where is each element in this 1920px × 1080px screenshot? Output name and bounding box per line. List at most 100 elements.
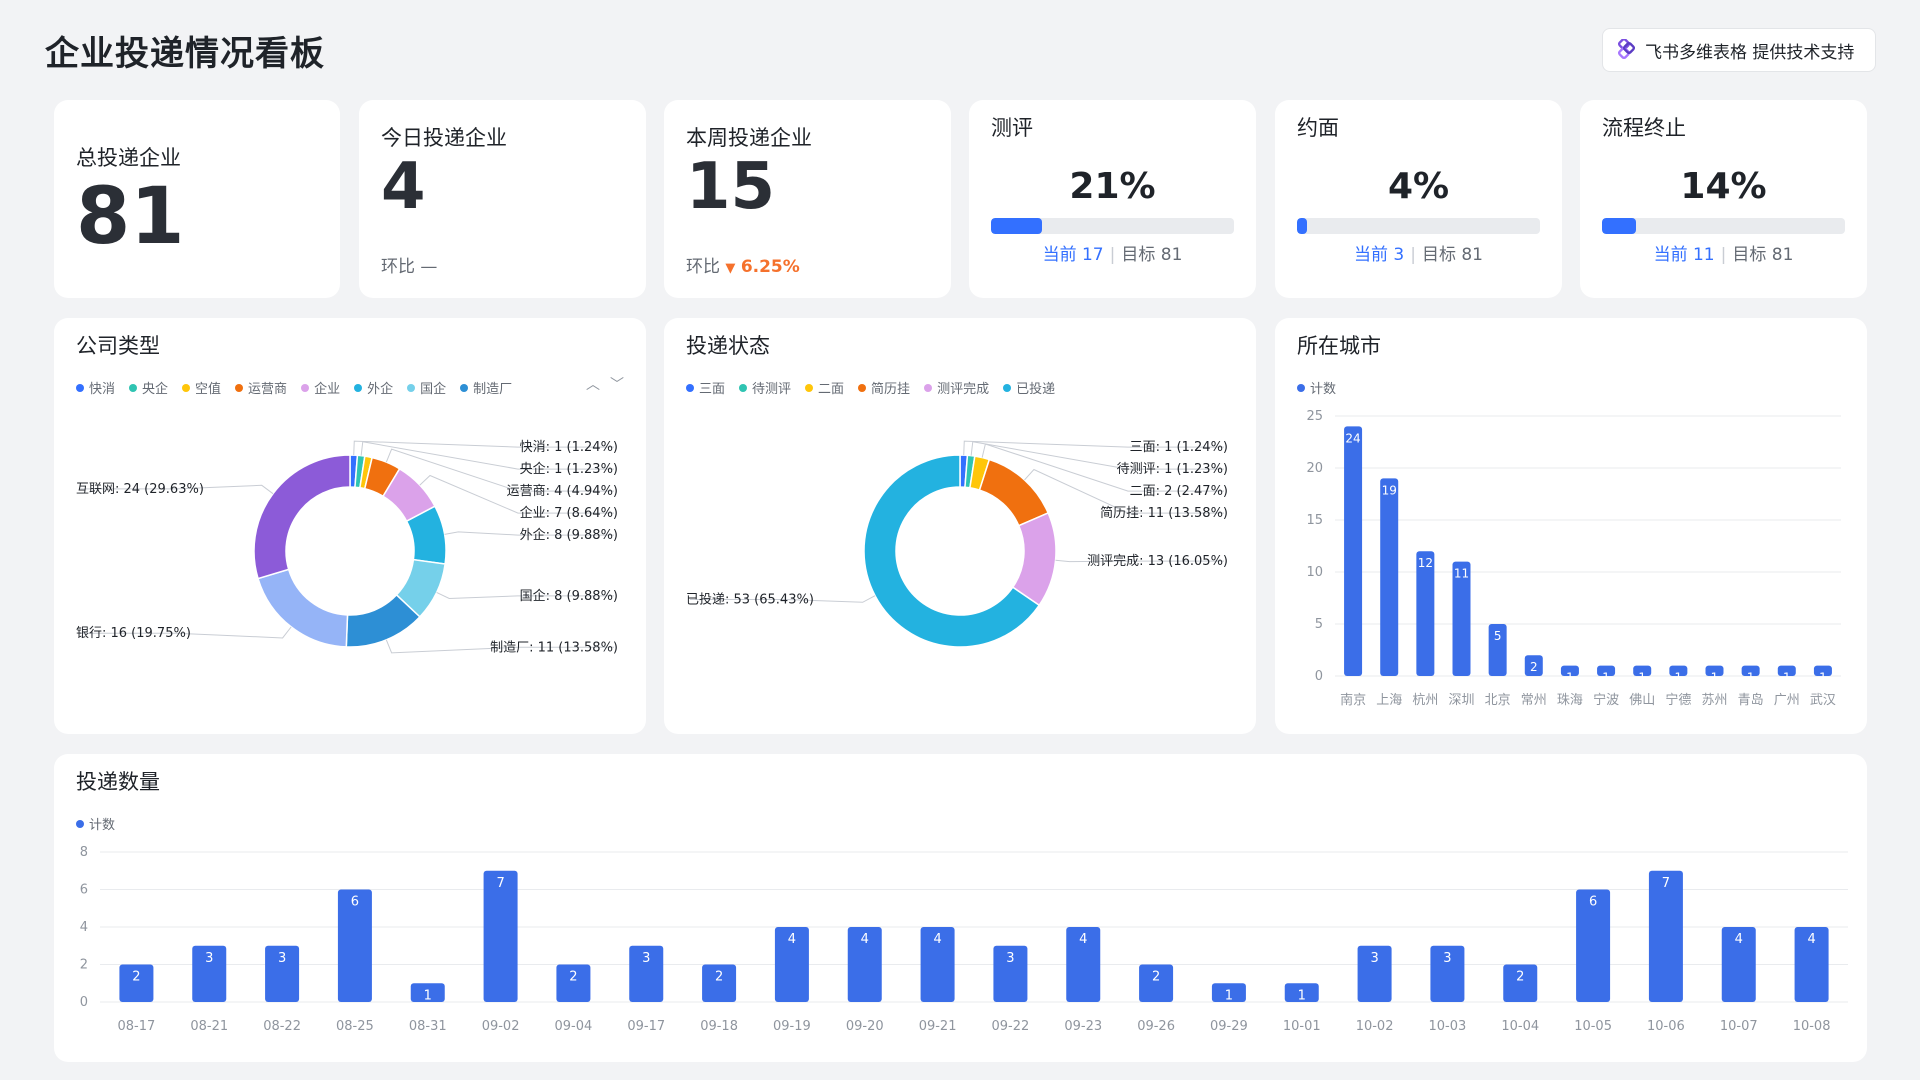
x-tick-label: 北京 xyxy=(1485,693,1511,708)
legend-label: 二面 xyxy=(818,382,845,397)
progress-fill xyxy=(991,218,1043,234)
pie-slice[interactable] xyxy=(257,568,349,648)
bar[interactable] xyxy=(1452,561,1471,676)
progress-card-eval: 测评 21% 当前 17 | 目标 81 xyxy=(969,100,1256,298)
bar[interactable] xyxy=(337,889,372,1003)
bar[interactable] xyxy=(847,927,882,1002)
x-tick-label: 08-25 xyxy=(336,1019,374,1034)
pie-slice[interactable] xyxy=(978,458,1050,527)
bar[interactable] xyxy=(993,945,1028,1002)
x-tick-label: 08-17 xyxy=(118,1019,156,1034)
legend-item[interactable]: 计数 xyxy=(1297,378,1336,397)
progress-bar xyxy=(991,218,1234,234)
legend-label: 空值 xyxy=(195,382,222,397)
bar[interactable] xyxy=(1721,927,1756,1002)
progress-current: 当前 3 xyxy=(1353,245,1405,265)
progress-title: 流程终止 xyxy=(1602,116,1686,140)
bar[interactable] xyxy=(1524,655,1543,676)
pie-data-label: 二面: 2 (2.47%) xyxy=(1130,484,1228,499)
bar[interactable] xyxy=(265,945,300,1002)
legend-item[interactable]: 简历挂 xyxy=(858,378,910,397)
company-type-card: 公司类型 快消 央企 空值 运营商 企业 外企 国企 制造厂 ︿ ﹀ 快消: 1 (1.24%… xyxy=(54,318,646,734)
bar[interactable] xyxy=(1380,478,1399,676)
bar-value-label: 5 xyxy=(1494,629,1502,643)
bar[interactable] xyxy=(1488,624,1507,676)
pie-leader-line xyxy=(385,448,614,492)
legend-item[interactable]: 企业 xyxy=(301,378,340,397)
bar-value-label: 3 xyxy=(205,951,213,966)
bar[interactable] xyxy=(119,964,154,1003)
legend-label: 已投递 xyxy=(1016,382,1056,397)
bar[interactable] xyxy=(1357,945,1392,1002)
legend-item[interactable]: 计数 xyxy=(76,814,115,833)
x-tick-label: 武汉 xyxy=(1810,693,1836,708)
chevron-up-icon[interactable]: ︿ xyxy=(586,377,600,393)
legend-pager[interactable]: ︿ ﹀ xyxy=(586,374,624,394)
legend-item[interactable]: 运营商 xyxy=(235,378,287,397)
bar-value-label: 6 xyxy=(1589,895,1597,910)
bar[interactable] xyxy=(192,945,227,1002)
bar[interactable] xyxy=(1794,927,1829,1002)
bar-value-label: 2 xyxy=(1516,970,1524,985)
bar-value-label: 3 xyxy=(1443,951,1451,966)
legend-label: 制造厂 xyxy=(473,382,513,397)
legend-item[interactable]: 快消 xyxy=(76,378,115,397)
bar[interactable] xyxy=(1430,945,1465,1002)
bar[interactable] xyxy=(1633,665,1652,676)
bar[interactable] xyxy=(1284,983,1319,1002)
bar[interactable] xyxy=(1560,665,1579,676)
bar[interactable] xyxy=(1139,964,1174,1003)
legend-item[interactable]: 外企 xyxy=(354,378,393,397)
bar[interactable] xyxy=(1777,665,1796,676)
pie-slice[interactable] xyxy=(863,454,1041,648)
bar[interactable] xyxy=(483,870,518,1002)
bar[interactable] xyxy=(1344,426,1363,676)
bar[interactable] xyxy=(1597,665,1616,676)
pie-data-label: 银行: 16 (19.75%) xyxy=(76,626,191,641)
pie-data-label: 快消: 1 (1.24%) xyxy=(520,440,618,455)
y-tick-label: 15 xyxy=(1306,513,1323,528)
bar[interactable] xyxy=(1705,665,1724,676)
bar[interactable] xyxy=(774,927,809,1002)
bar[interactable] xyxy=(920,927,955,1002)
legend-item[interactable]: 国企 xyxy=(407,378,446,397)
y-tick-label: 0 xyxy=(80,995,88,1010)
bar[interactable] xyxy=(556,964,591,1003)
bar[interactable] xyxy=(1669,665,1688,676)
legend-label: 计数 xyxy=(89,818,116,833)
pie-leader-line xyxy=(444,531,614,536)
legend-item[interactable]: 空值 xyxy=(182,378,221,397)
progress-percent: 4% xyxy=(1387,166,1450,207)
city-card: 所在城市 计数 0 5 10 15 20 25 24 南京 19 上海 12 杭州 11 深圳 5 北京 2 常州… xyxy=(1275,318,1867,734)
bar[interactable] xyxy=(702,964,737,1003)
legend-item[interactable]: 待测评 xyxy=(739,378,791,397)
legend-item[interactable]: 三面 xyxy=(686,378,725,397)
bar[interactable] xyxy=(1813,665,1832,676)
bar[interactable] xyxy=(1576,889,1611,1003)
bar[interactable] xyxy=(1416,551,1435,676)
pie-slice[interactable] xyxy=(253,454,351,580)
bar-value-label: 3 xyxy=(278,951,286,966)
divider: | xyxy=(1720,245,1727,265)
support-badge[interactable]: 飞书多维表格 提供技术支持 xyxy=(1602,28,1876,72)
progress-footer: 当前 17 | 目标 81 xyxy=(969,240,1256,265)
legend-item[interactable]: 制造厂 xyxy=(460,378,512,397)
bar-value-label: 4 xyxy=(861,932,869,947)
bar[interactable] xyxy=(1648,870,1683,1002)
bar[interactable] xyxy=(410,983,445,1002)
chevron-down-icon[interactable]: ﹀ xyxy=(610,377,624,393)
legend-item[interactable]: 已投递 xyxy=(1003,378,1055,397)
bar[interactable] xyxy=(629,945,664,1002)
bar[interactable] xyxy=(1741,665,1760,676)
legend-item[interactable]: 二面 xyxy=(805,378,844,397)
legend-item[interactable]: 测评完成 xyxy=(924,378,989,397)
bar-value-label: 2 xyxy=(715,970,723,985)
bar[interactable] xyxy=(1066,927,1101,1002)
x-tick-label: 10-06 xyxy=(1647,1019,1685,1034)
legend-item[interactable]: 央企 xyxy=(129,378,168,397)
bar[interactable] xyxy=(1503,964,1538,1003)
bar[interactable] xyxy=(1211,983,1246,1002)
pie-leader-line xyxy=(419,474,614,514)
pie-leader-line xyxy=(1024,468,1224,514)
legend-label: 央企 xyxy=(142,382,169,397)
